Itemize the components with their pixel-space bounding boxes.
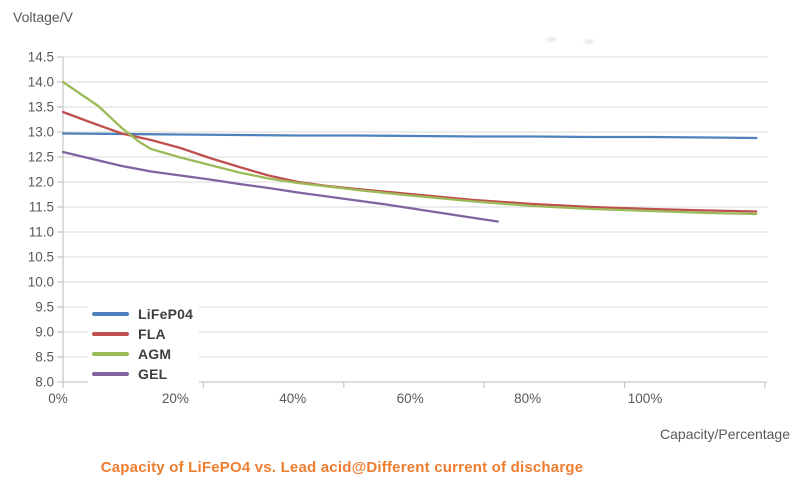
series-line-agm — [61, 80, 758, 216]
y-tick-label: 13.0 — [28, 125, 54, 140]
y-tick-label: 11.0 — [29, 225, 54, 240]
y-tick-label: 10.0 — [28, 275, 54, 290]
y-tick-label: 12.5 — [28, 150, 54, 165]
smudge-artifact — [546, 37, 556, 42]
y-tick-label: 11.5 — [29, 200, 54, 215]
x-tick-label: 40% — [279, 391, 306, 406]
series-line-fla — [61, 110, 758, 213]
x-tick-label: 100% — [628, 391, 663, 406]
legend-label-gel: GEL — [138, 366, 168, 382]
legend-item-lifepo4: LiFeP04 — [92, 304, 193, 324]
legend-label-agm: AGM — [138, 346, 172, 362]
legend-swatch-agm — [92, 352, 129, 356]
legend-item-fla: FLA — [92, 324, 193, 344]
x-tick-label: 20% — [162, 391, 189, 406]
legend: LiFeP04 FLA AGM GEL — [88, 302, 200, 386]
legend-item-agm: AGM — [92, 344, 193, 364]
legend-label-fla: FLA — [138, 326, 166, 342]
y-axis-title: Voltage/V — [13, 9, 73, 25]
x-tick-label: 80% — [514, 391, 541, 406]
legend-swatch-gel — [92, 372, 129, 376]
series-line-gel — [61, 150, 499, 223]
y-tick-label: 10.5 — [28, 250, 54, 265]
plot-area: 14.5 14.0 13.5 13.0 12.5 12.0 11.5 11.0 10.5 10.0… — [28, 50, 768, 406]
legend-label-lifepo4: LiFeP04 — [138, 306, 194, 322]
y-tick-label: 8.5 — [35, 350, 54, 365]
y-tick-label: 8.0 — [35, 375, 54, 390]
smudge-artifact — [584, 39, 594, 44]
series-line-lifep04 — [61, 132, 758, 140]
y-tick-label: 14.0 — [28, 75, 54, 90]
y-tick-label: 12.0 — [28, 175, 54, 190]
legend-swatch-lifepo4 — [92, 312, 129, 316]
y-tick-label: 9.5 — [35, 300, 54, 315]
x-tick-label: 60% — [397, 391, 424, 406]
y-tick-label: 9.0 — [35, 325, 54, 340]
legend-item-gel: GEL — [92, 364, 193, 384]
x-tick-label: 0% — [48, 391, 68, 406]
y-tick-label: 13.5 — [28, 100, 54, 115]
legend-swatch-fla — [92, 332, 129, 336]
x-axis-title: Capacity/Percentage — [660, 426, 790, 442]
y-tick-label: 14.5 — [28, 50, 54, 65]
chart-title: Capacity of LiFePO4 vs. Lead acid@Differ… — [100, 459, 584, 476]
